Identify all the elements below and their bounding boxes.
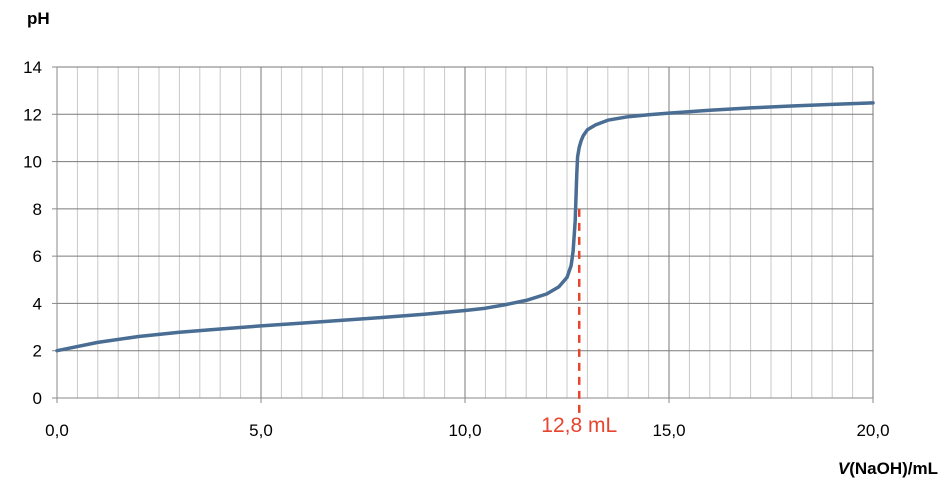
y-tick-label: 10 — [23, 153, 42, 172]
x-tick-label: 15,0 — [652, 421, 685, 440]
grid — [57, 66, 874, 398]
x-tick-label: 10,0 — [448, 421, 481, 440]
y-tick-label: 12 — [23, 105, 42, 124]
y-tick-label: 2 — [33, 342, 42, 361]
x-tick-label: 0,0 — [45, 421, 69, 440]
x-tick-label: 20,0 — [856, 421, 889, 440]
tick-labels: 0 2 4 6 8 10 12 14 0,0 5,0 10,0 15,0 20,0 — [23, 58, 889, 440]
x-tick-label: 5,0 — [249, 421, 273, 440]
x-axis-title-italic: V — [838, 459, 851, 478]
axes — [52, 66, 874, 403]
series-layer — [55, 101, 875, 353]
y-tick-label: 4 — [33, 294, 42, 313]
y-tick-label: 14 — [23, 58, 42, 77]
titration-curve — [55, 101, 875, 353]
y-tick-label: 0 — [33, 389, 42, 408]
equivalence-label: 12,8 mL — [541, 414, 617, 437]
equivalence-annotation: 12,8 mL — [541, 208, 617, 437]
x-axis-title-rest: (NaOH)/mL — [849, 459, 938, 478]
y-axis-title: pH — [27, 9, 50, 28]
x-axis-title: V(NaOH)/mL — [838, 459, 938, 478]
y-tick-label: 8 — [33, 200, 42, 219]
y-tick-label: 6 — [33, 247, 42, 266]
